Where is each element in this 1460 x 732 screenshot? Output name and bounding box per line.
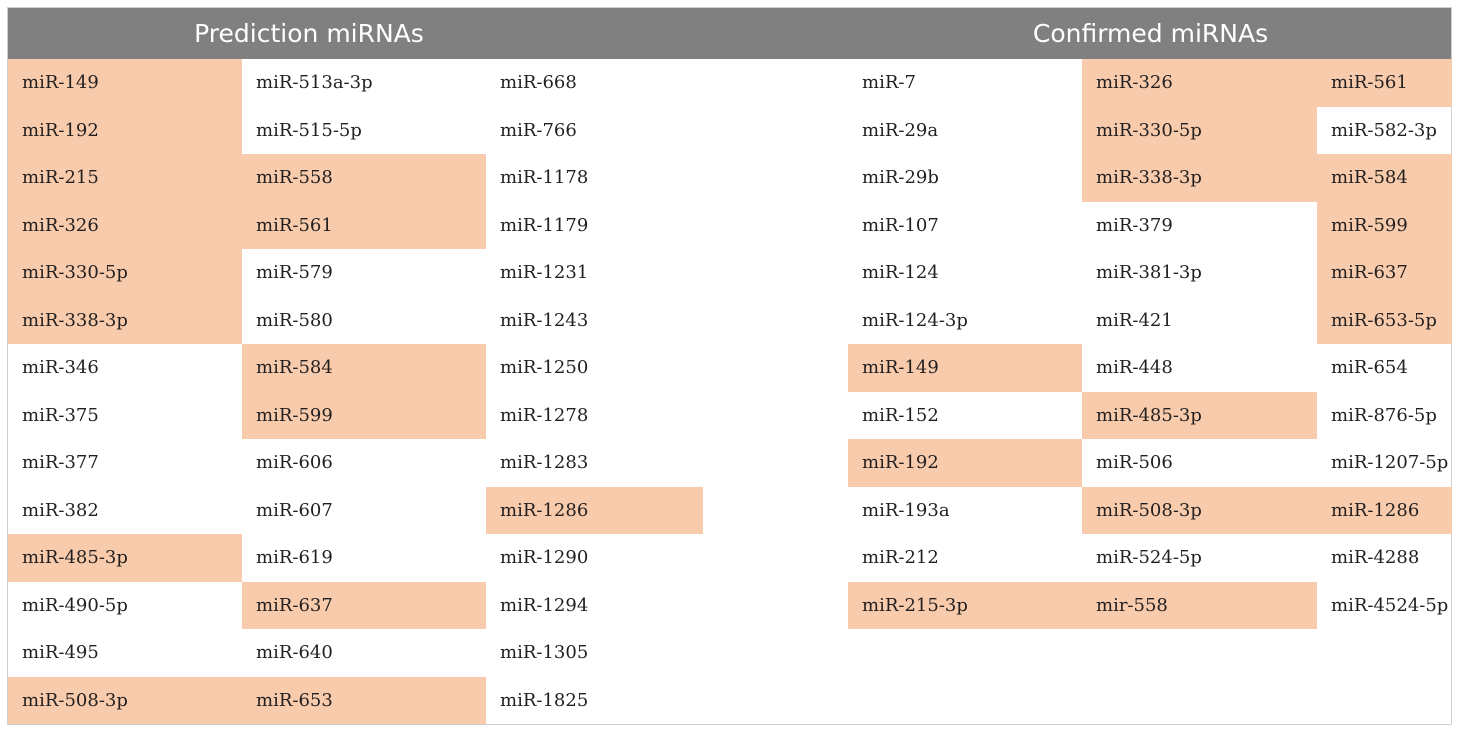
confirmed-mirna-cell: miR-149 [848,344,1082,392]
confirmed-mirna-cell: miR-599 [1317,201,1452,249]
prediction-mirna-cell: miR-1305 [500,642,589,663]
confirmed-mirna-cell: miR-107 [862,214,939,236]
confirmed-header: Confirmed miRNAs [1032,19,1269,48]
prediction-mirna-cell: miR-606 [256,452,333,473]
confirmed-mirna-cell: miR-1207-5p [1331,452,1449,473]
confirmed-mirna-cell: miR-193a [862,499,950,521]
prediction-mirna-cell: miR-766 [500,119,577,141]
prediction-mirna-cell: miR-215 [8,154,242,202]
prediction-mirna-cell: miR-653 [242,676,486,724]
confirmed-mirna-cell: miR-215-3p [848,581,1082,629]
confirmed-mirna-cell: miR-485-3p [1082,391,1317,439]
prediction-mirna-cell: miR-599 [242,391,486,439]
prediction-mirna-cell: miR-330-5p [8,249,242,297]
confirmed-mirna-cell: miR-876-5p [1331,404,1437,426]
confirmed-mirna-cell: miR-7 [862,72,916,93]
confirmed-mirna-cell: miR-506 [1096,452,1173,473]
prediction-mirna-cell: miR-1179 [500,214,589,236]
prediction-mirna-cell: miR-561 [242,201,486,249]
confirmed-mirna-cell: miR-508-3p [1082,486,1317,534]
prediction-mirna-cell: miR-584 [242,344,486,392]
confirmed-mirna-cell: miR-338-3p [1082,154,1317,202]
confirmed-mirna-cell: miR-152 [862,404,939,426]
confirmed-mirna-cell: miR-212 [862,547,939,568]
confirmed-mirna-cell: miR-637 [1317,249,1452,297]
confirmed-mirna-cell: miR-124-3p [862,309,968,331]
confirmed-mirna-cell: mir-558 [1082,581,1317,629]
prediction-mirna-cell: miR-346 [22,357,99,378]
confirmed-mirna-cell: miR-448 [1096,357,1173,378]
prediction-mirna-cell: miR-338-3p [8,296,242,344]
mirna-table: Prediction miRNAs Confirmed miRNAs miR-1… [7,7,1452,725]
prediction-mirna-cell: miR-192 [8,106,242,154]
prediction-mirna-cell: miR-607 [256,499,333,521]
confirmed-mirna-cell: miR-29b [862,167,939,188]
prediction-mirna-cell: miR-1231 [500,262,589,283]
confirmed-mirna-cell: miR-379 [1096,214,1173,236]
confirmed-mirna-cell: miR-4524-5p [1331,594,1449,616]
confirmed-mirna-cell: miR-330-5p [1082,106,1317,154]
prediction-mirna-cell: miR-1825 [500,689,589,711]
prediction-mirna-cell: miR-513a-3p [256,72,373,93]
confirmed-mirna-cell: miR-381-3p [1096,262,1202,283]
confirmed-mirna-cell: miR-1286 [1317,486,1452,534]
confirmed-mirna-cell: miR-561 [1317,59,1452,107]
confirmed-mirna-cell: miR-192 [848,439,1082,487]
prediction-mirna-cell: miR-515-5p [256,119,362,141]
prediction-mirna-cell: miR-508-3p [8,676,242,724]
table-header: Prediction miRNAs Confirmed miRNAs [8,8,1451,59]
prediction-mirna-cell: miR-640 [256,642,333,663]
prediction-mirna-cell: miR-375 [22,404,99,426]
confirmed-mirna-cell: miR-524-5p [1096,547,1202,568]
prediction-mirna-cell: miR-637 [242,581,486,629]
prediction-mirna-cell: miR-1178 [500,167,589,188]
prediction-mirna-cell: miR-382 [22,499,99,521]
confirmed-mirna-cell: miR-653-5p [1317,296,1452,344]
prediction-mirna-cell: miR-619 [256,547,333,568]
confirmed-mirna-cell: miR-582-3p [1331,119,1437,141]
confirmed-mirna-cell: miR-124 [862,262,939,283]
prediction-mirna-cell: miR-1283 [500,452,589,473]
prediction-mirna-cell: miR-1290 [500,547,589,568]
prediction-mirna-cell: miR-485-3p [8,534,242,582]
confirmed-mirna-cell: miR-29a [862,119,939,141]
prediction-mirna-cell: miR-326 [8,201,242,249]
confirmed-mirna-cell: miR-421 [1096,309,1173,331]
prediction-mirna-cell: miR-1278 [500,404,589,426]
prediction-mirna-cell: miR-1250 [500,357,589,378]
prediction-mirna-cell: miR-149 [8,59,242,107]
prediction-header: Prediction miRNAs [194,19,424,48]
table-body: miR-149 miR-192 miR-215 miR-326 miR-330-5p mi… [8,59,1452,724]
prediction-mirna-cell: miR-668 [500,72,577,93]
prediction-mirna-cell: miR-579 [256,262,333,283]
prediction-mirna-cell: miR-558 [242,154,486,202]
prediction-mirna-cell: miR-580 [256,309,333,331]
prediction-mirna-cell: miR-495 [22,642,99,663]
prediction-mirna-cell: miR-1243 [500,309,589,331]
confirmed-mirna-cell: miR-584 [1317,154,1452,202]
prediction-mirna-cell: miR-490-5p [22,594,128,616]
confirmed-mirna-cell: miR-4288 [1331,547,1420,568]
prediction-mirna-cell: miR-1294 [500,594,589,616]
prediction-mirna-cell: miR-377 [22,452,99,473]
confirmed-mirna-cell: miR-326 [1082,59,1317,107]
confirmed-mirna-cell: miR-654 [1331,357,1408,378]
prediction-mirna-cell: miR-1286 [486,486,703,534]
